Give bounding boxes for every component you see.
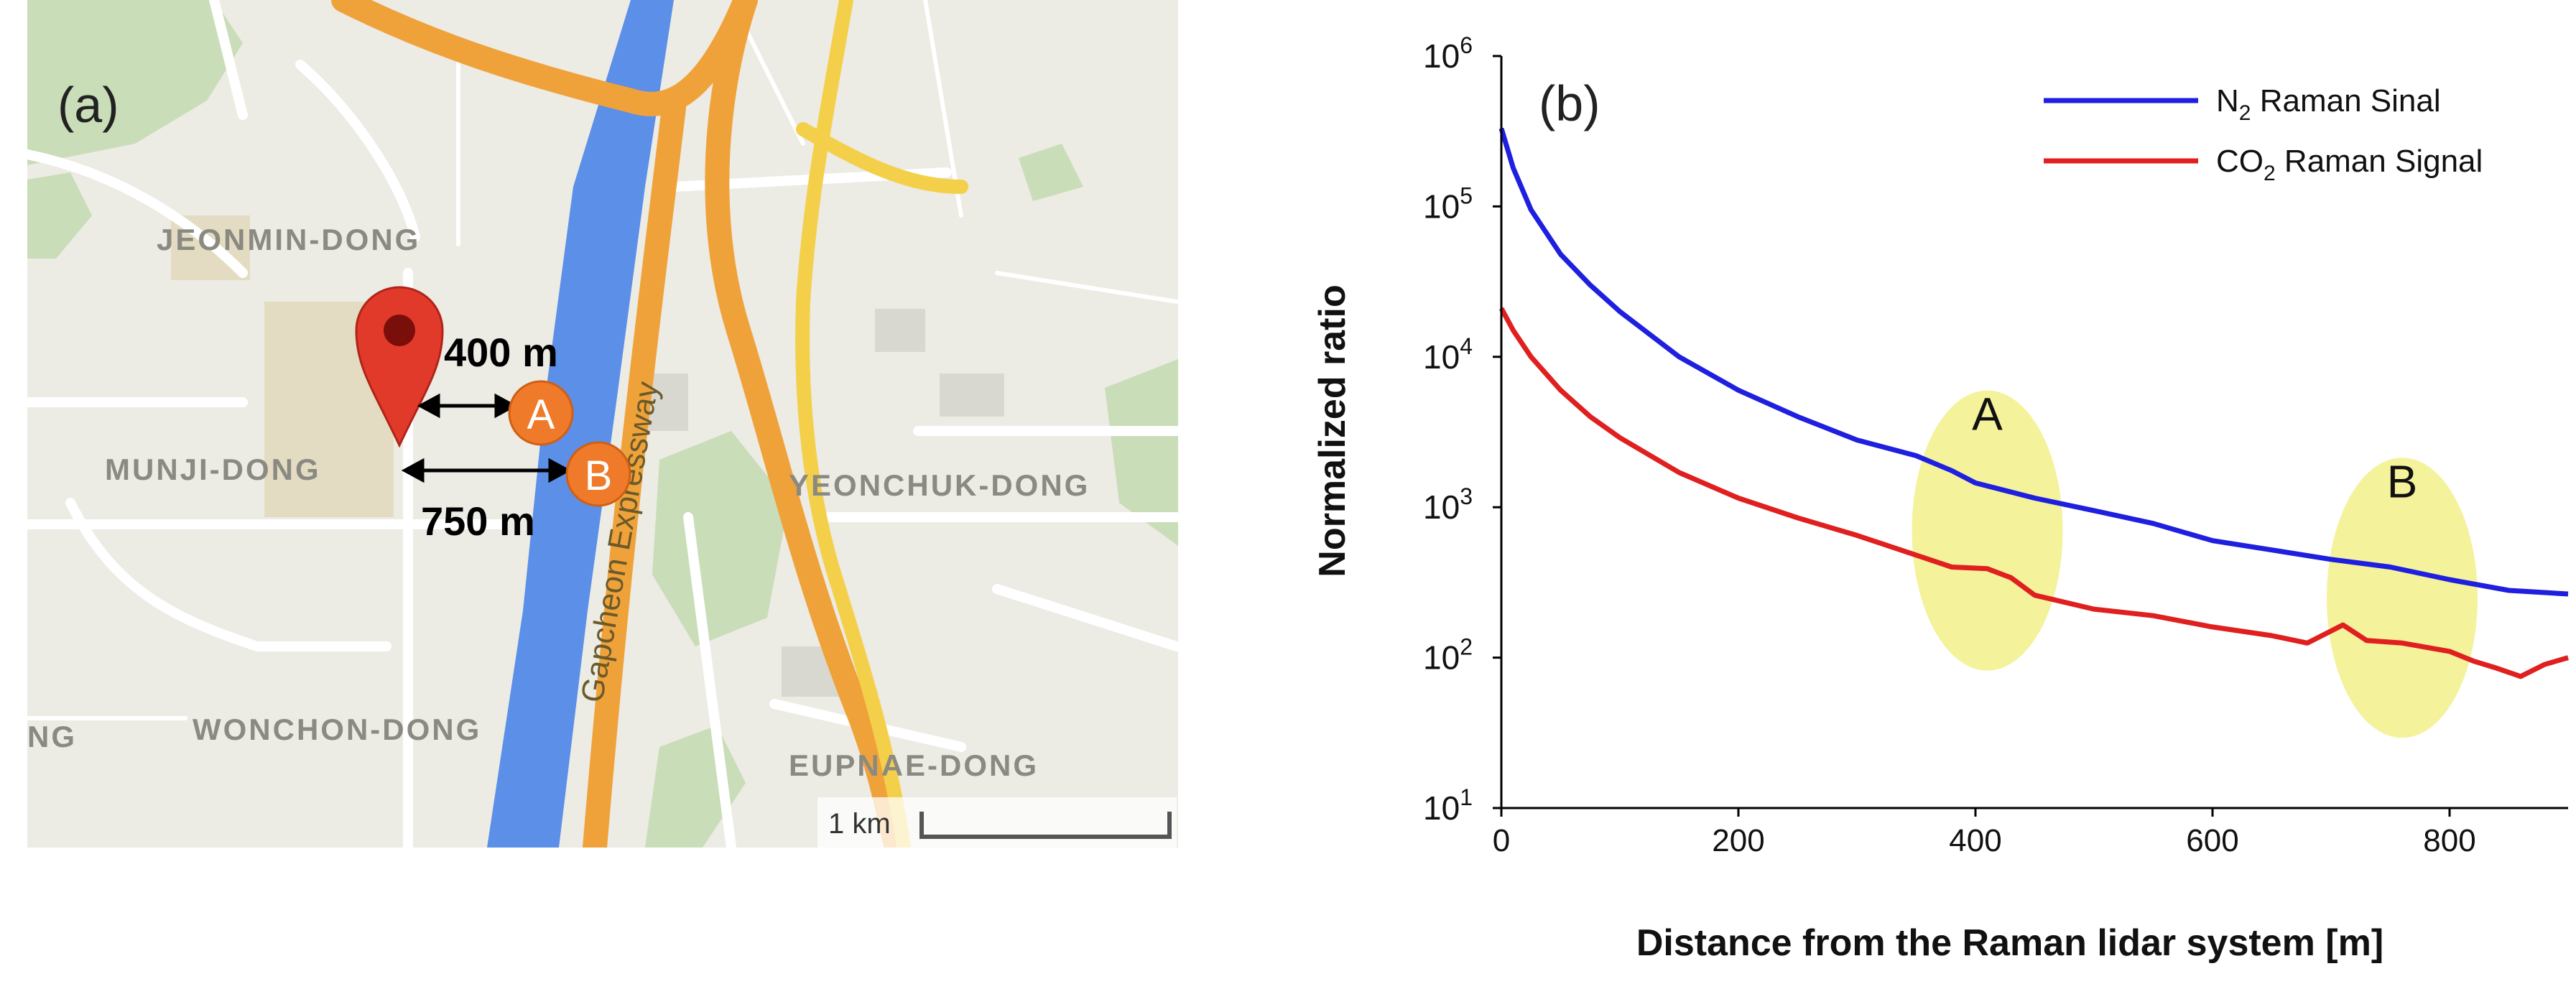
- marker-b: B: [565, 441, 631, 507]
- highlight-region: [1912, 390, 2063, 671]
- y-tick-label: 104: [1423, 333, 1473, 376]
- highlight-label: B: [2387, 455, 2418, 507]
- series-layer: [1498, 127, 2569, 679]
- double-arrow-icon: [401, 458, 572, 483]
- map-pin-icon: [355, 286, 444, 448]
- y-tick-label: 105: [1423, 182, 1473, 225]
- legend-label-1: N2 Raman Sinal: [2216, 83, 2441, 125]
- distance-label-a: 400 m: [444, 330, 558, 375]
- expressway: [331, 0, 909, 848]
- park-area: [27, 172, 92, 259]
- x-tick-label: 0: [1493, 823, 1510, 858]
- district-eupnae: EUPNAE-DONG: [789, 748, 1039, 782]
- main-road: [795, 0, 968, 848]
- district-wonchon: WONCHON-DONG: [193, 713, 481, 746]
- river: [487, 0, 674, 848]
- highlight-label: A: [1972, 389, 2003, 440]
- district-ng: NG: [27, 720, 77, 753]
- distance-label-b: 750 m: [421, 498, 535, 544]
- park-area: [652, 431, 789, 646]
- highlights-layer: AB: [1912, 389, 2478, 738]
- y-tick-label: 103: [1423, 483, 1473, 526]
- scale-label: 1 km: [828, 808, 891, 840]
- marker-a: A: [508, 380, 574, 446]
- scale-bar: 1 km: [817, 797, 1177, 848]
- double-arrow-icon: [417, 393, 518, 419]
- map-canvas: Gapcheon Expressway JEONMIN-DONG MUNJI-D…: [27, 0, 1178, 848]
- legend: N2 Raman Sinal CO2 Raman Signal: [2044, 83, 2483, 185]
- y-tick-label: 101: [1423, 784, 1473, 827]
- x-tick-label: 800: [2423, 823, 2475, 858]
- y-tick-label: 102: [1423, 634, 1473, 677]
- park-area: [27, 0, 243, 165]
- marker-a-label: A: [527, 391, 555, 438]
- park-area: [1019, 144, 1083, 201]
- x-tick-label: 200: [1712, 823, 1764, 858]
- y-tick-label: 106: [1423, 32, 1473, 75]
- district-yeonchuk: YEONCHUK-DONG: [789, 468, 1090, 502]
- legend-label-2: CO2 Raman Signal: [2216, 144, 2483, 185]
- building-block: [875, 309, 925, 352]
- building-block: [940, 373, 1004, 417]
- map-panel: Gapcheon Expressway JEONMIN-DONG MUNJI-D…: [27, 0, 1178, 848]
- district-jeonmin: JEONMIN-DONG: [157, 223, 420, 256]
- district-munji: MUNJI-DONG: [105, 452, 321, 486]
- series-line-1: [1498, 127, 2569, 597]
- park-area: [1105, 359, 1178, 546]
- map-panel-label: (a): [57, 77, 119, 133]
- axes-layer: 0 200 400 600 800 101 102 103 104 105 106: [1423, 32, 2568, 858]
- series-line-2: [1498, 307, 2569, 679]
- x-axis-label: Distance from the Raman lidar system [m]: [1636, 922, 2383, 964]
- highlight-region: [2327, 458, 2478, 738]
- y-axis-label: Normalized ratio: [1312, 284, 1353, 577]
- x-tick-label: 400: [1949, 823, 2001, 858]
- x-tick-label: 600: [2186, 823, 2238, 858]
- chart-panel-label: (b): [1539, 75, 1600, 131]
- marker-b-label: B: [585, 452, 613, 499]
